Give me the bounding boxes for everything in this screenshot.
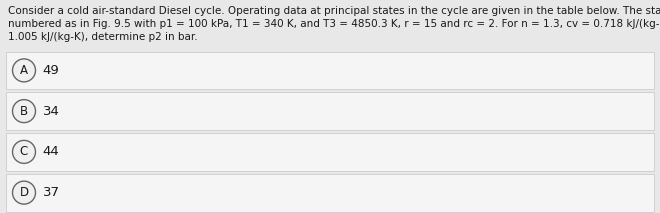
Bar (6, 174, 654, 212)
Text: A: A (20, 64, 28, 77)
Text: Consider a cold air-standard Diesel cycle. Operating data at principal states in: Consider a cold air-standard Diesel cycl… (8, 6, 660, 16)
Bar (6, 133, 654, 171)
Text: 1.005 kJ/(kg-K), determine p2 in bar.: 1.005 kJ/(kg-K), determine p2 in bar. (8, 32, 197, 42)
Text: B: B (20, 105, 28, 118)
Text: 49: 49 (42, 64, 59, 77)
Ellipse shape (13, 140, 36, 163)
Bar (6, 52, 654, 89)
Text: numbered as in Fig. 9.5 with p1 = 100 kPa, T1 = 340 K, and T3 = 4850.3 K, r = 15: numbered as in Fig. 9.5 with p1 = 100 kP… (8, 19, 660, 29)
Bar (6, 92, 654, 130)
Text: 37: 37 (42, 186, 59, 199)
Ellipse shape (13, 59, 36, 82)
Ellipse shape (13, 100, 36, 123)
Text: 34: 34 (42, 105, 59, 118)
Text: C: C (20, 145, 28, 158)
Ellipse shape (13, 181, 36, 204)
Text: D: D (19, 186, 28, 199)
Text: 44: 44 (42, 145, 59, 158)
